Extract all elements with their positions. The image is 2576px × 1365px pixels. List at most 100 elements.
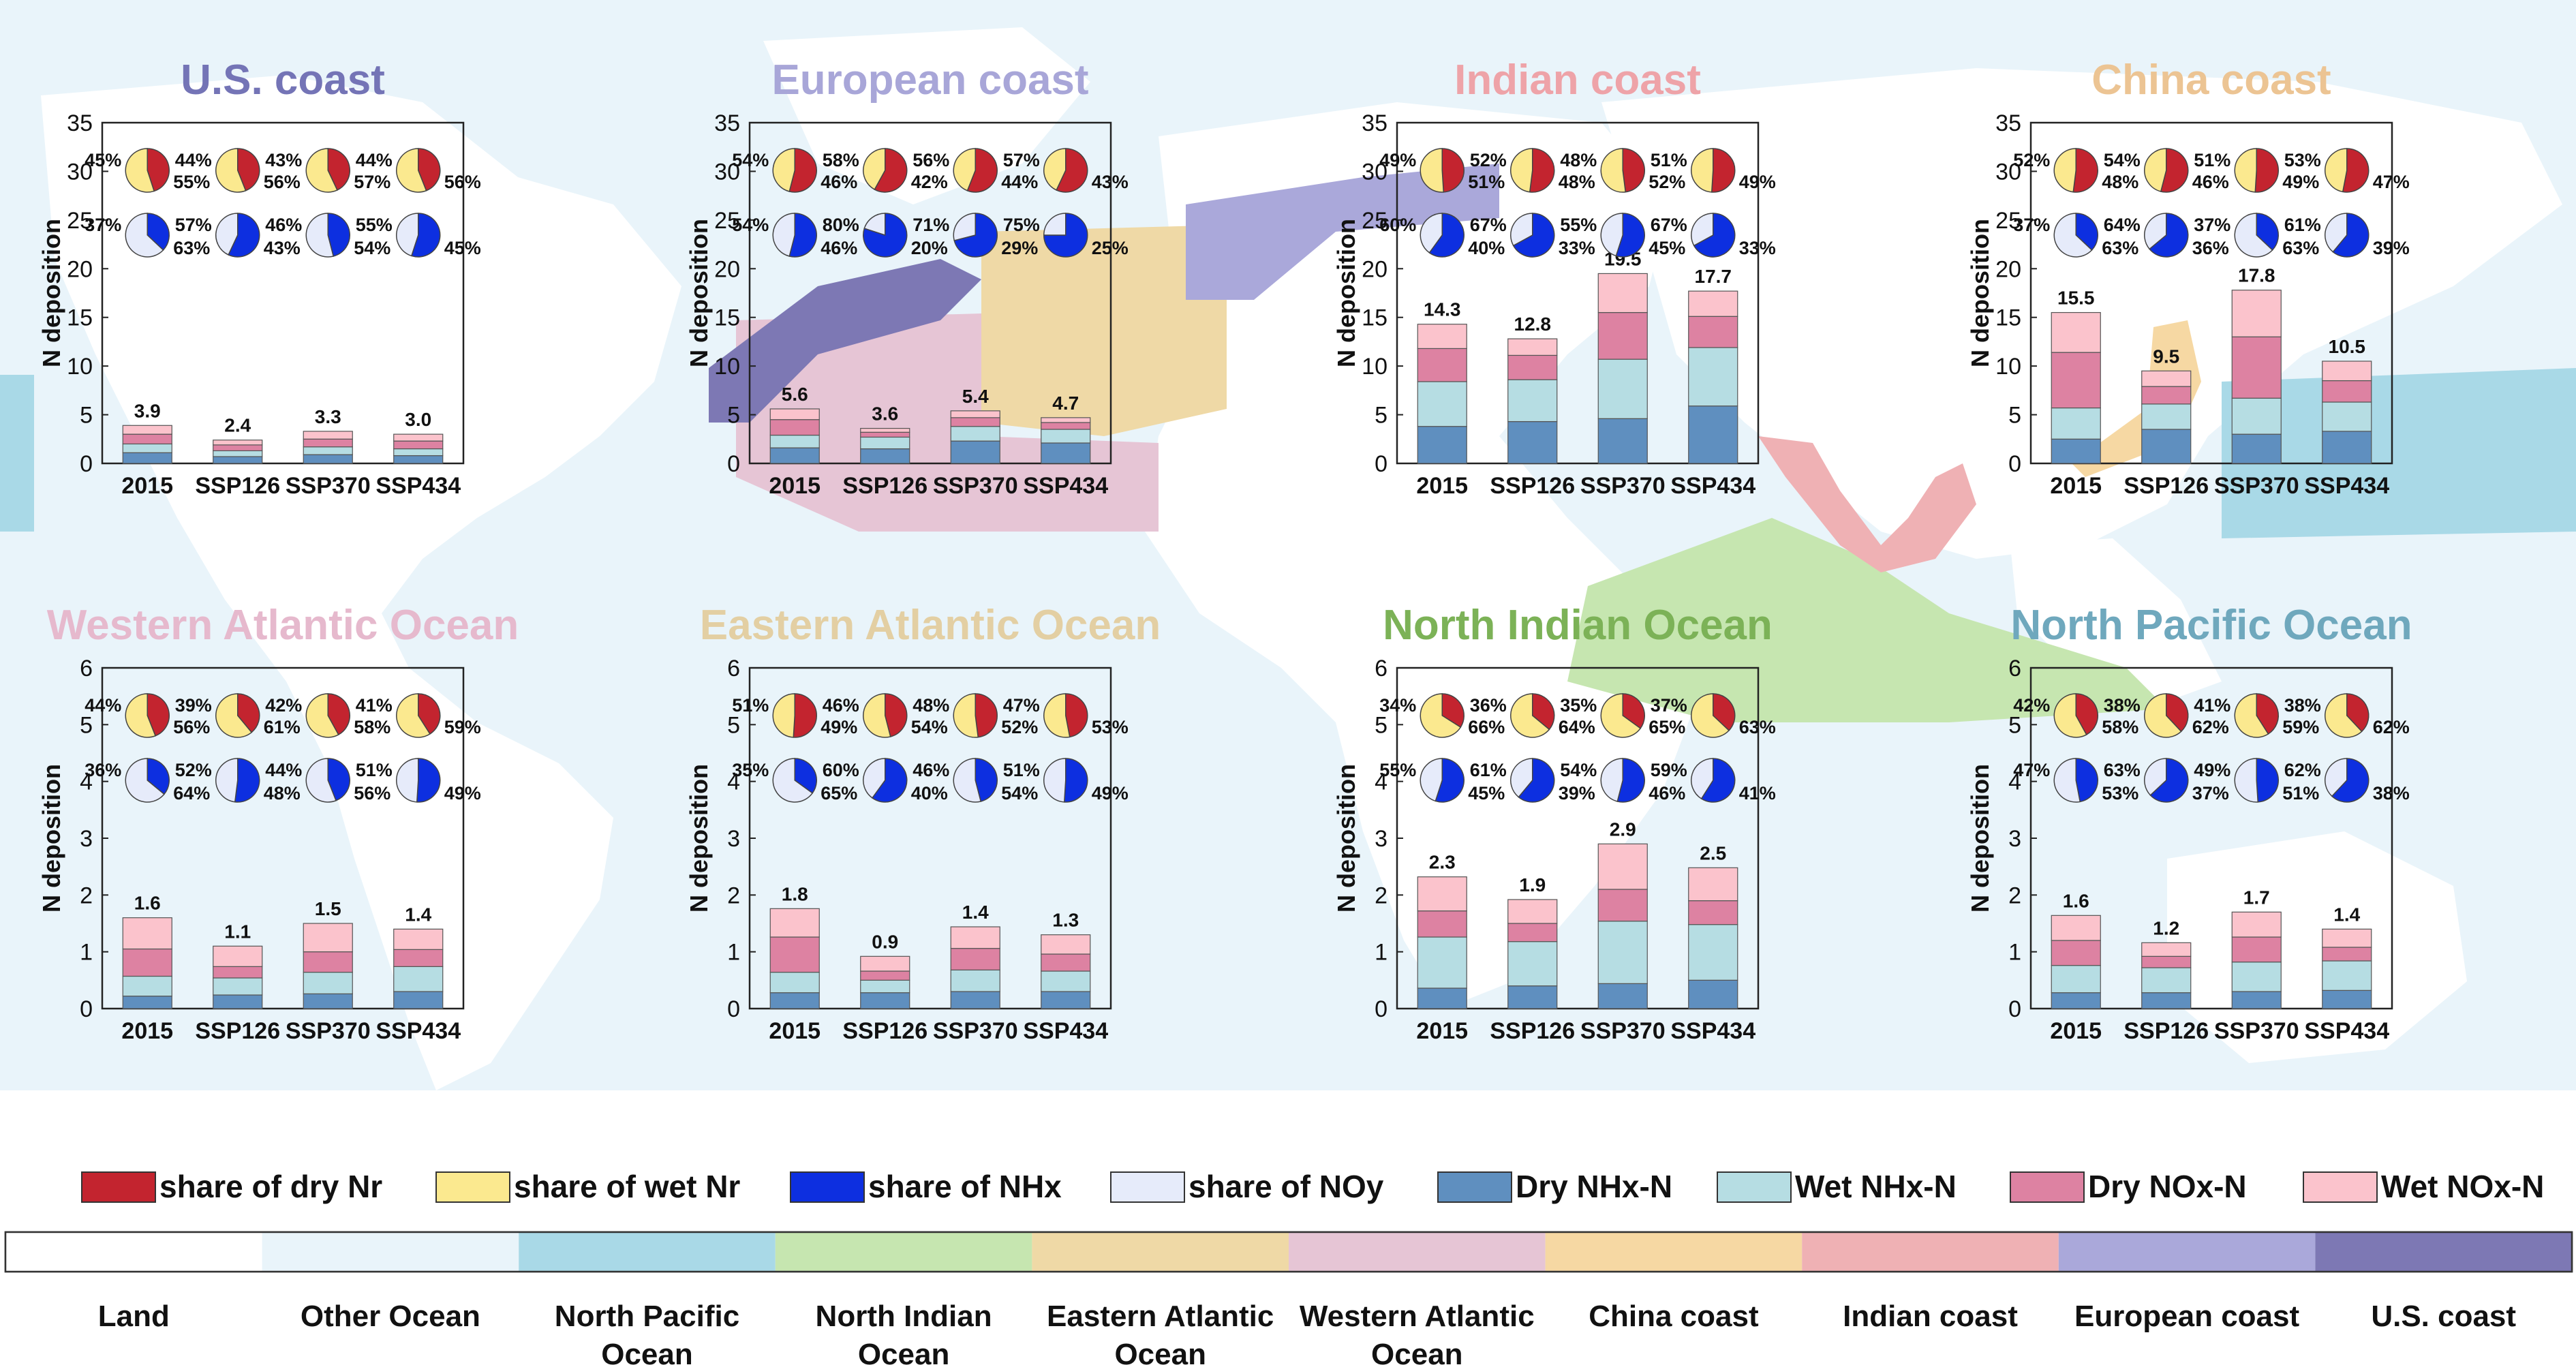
pie-wet-label: 48%: [1559, 172, 1595, 192]
x-tick-label: SSP126: [1490, 473, 1575, 499]
legend-label: Dry NHx-N: [1516, 1169, 1672, 1204]
x-tick-label: 2015: [2050, 1018, 2102, 1044]
pie-slice-wet: [1043, 148, 1067, 191]
bar-total-label: 3.0: [405, 409, 431, 430]
region-key-label: Land: [98, 1300, 170, 1333]
pie-slice-nhx: [1428, 213, 1465, 258]
x-tick-label: SSP126: [842, 473, 927, 499]
pie-wet-label: 61%: [264, 717, 301, 737]
legend-label: Dry NOx-N: [2088, 1169, 2247, 1204]
region-key-label-line: North Pacific: [555, 1300, 739, 1333]
bar-wet-nox-n-ssp434: [393, 928, 444, 950]
pie-noy-label: 33%: [1739, 238, 1776, 258]
bar-wet-nox-n-ssp434: [1041, 417, 1091, 423]
x-tick-label: SSP126: [842, 1018, 927, 1044]
pie-slice-noy: [2325, 758, 2348, 797]
pie-dry-label: 41%: [2194, 695, 2230, 716]
pie-slice-dry: [966, 148, 998, 193]
bar-dry-nox-n-2015: [122, 948, 172, 977]
panel-title: North Pacific Ocean: [2010, 602, 2412, 649]
plot-frame: [748, 121, 1112, 465]
y-axis-label: N deposition: [37, 219, 65, 367]
pie-nhx-noy-2015: 60% 40%: [1379, 213, 1505, 258]
pie-slice-wet: [2234, 693, 2269, 738]
bar-dry-nhx-n-2015: [769, 992, 820, 1009]
bar-dry-nox-n-ssp370: [950, 417, 1000, 427]
legend-label: share of wet Nr: [514, 1169, 740, 1204]
pie-slice-dry: [1711, 148, 1736, 193]
pie-noy-label: 48%: [264, 783, 301, 803]
legend: share of dry Nr share of wet Nr share of N…: [81, 1169, 2544, 1204]
bar-total-label: 5.4: [962, 386, 989, 407]
pie-dry-wet-ssp434: 37% 63%: [1651, 693, 1776, 738]
y-tick-label: 0: [80, 996, 93, 1022]
pie-dry-label: 41%: [356, 695, 393, 716]
pie-slice-dry: [1065, 693, 1088, 738]
y-tick-label: 6: [80, 656, 93, 681]
region-key-label: Other Ocean: [301, 1300, 480, 1333]
bar-total-label: 17.8: [2238, 265, 2275, 286]
pie-wet-label: 49%: [821, 717, 857, 737]
region-key-item-european-coast: European coast: [2058, 1232, 2316, 1333]
pie-wet-label: 53%: [1092, 717, 1129, 737]
pie-slice-wet: [1691, 148, 1714, 193]
pie-slice-nhx: [1063, 758, 1088, 803]
pie-noy-label: 38%: [2373, 783, 2410, 803]
bar-dry-nhx-n-ssp370: [1597, 418, 1648, 464]
region-north-indian: [1567, 518, 2167, 722]
pie-slice-nhx: [228, 213, 260, 258]
pie-dry-wet-ssp370: 35% 65%: [1560, 693, 1685, 738]
y-tick-label: 30: [1362, 159, 1387, 185]
bar-dry-nox-n-2015: [2051, 940, 2101, 966]
pie-slice-noy: [1509, 758, 1533, 798]
region-key-swatch: [2315, 1232, 2572, 1272]
pie-nhx-noy-ssp434: 55% 45%: [356, 213, 481, 258]
bar-dry-nox-n-ssp126: [1507, 354, 1558, 380]
bar-wet-nhx-n-ssp370: [2231, 397, 2282, 435]
pie-noy-label: 63%: [173, 238, 210, 258]
bar-wet-nox-n-2015: [769, 908, 820, 938]
bar-dry-nhx-n-ssp126: [213, 994, 263, 1009]
region-key-swatch: [1802, 1232, 2059, 1272]
region-us-coast: [709, 259, 981, 423]
pie-nhx-noy-ssp370: 49% 51%: [2194, 758, 2319, 803]
pie-noy-label: 53%: [2102, 783, 2138, 803]
pie-slice-wet: [396, 693, 431, 738]
x-tick-label: SSP126: [1490, 1018, 1575, 1044]
pie-slice-dry: [788, 148, 817, 193]
pie-nhx-noy-ssp434: 51% 49%: [356, 758, 481, 803]
pie-nhx-noy-2015: 47% 53%: [2013, 758, 2138, 803]
region-key-border: [4, 1231, 2573, 1273]
pie-slice-nhx: [2331, 758, 2370, 803]
pie-noy-label: 51%: [2282, 783, 2319, 803]
pie-dry-wet-ssp434: 57% 43%: [1003, 148, 1129, 193]
bar-dry-nox-n-ssp126: [860, 431, 910, 438]
pie-dry-label: 57%: [1003, 150, 1040, 170]
y-axis-label: N deposition: [1332, 764, 1360, 912]
pie-nhx-label: 61%: [2284, 215, 2321, 235]
region-key-item-western-atlantic-ocean: Western Atlantic Ocean: [1289, 1232, 1546, 1365]
bar-dry-nox-n-ssp434: [1041, 422, 1091, 430]
pie-wet-label: 59%: [2282, 717, 2319, 737]
pie-slice-dry: [1622, 148, 1645, 193]
pie-slice-dry: [885, 693, 908, 737]
pie-dry-label: 36%: [1470, 695, 1507, 716]
pie-slice-noy: [1691, 213, 1714, 247]
x-tick-label: SSP126: [2123, 473, 2209, 499]
pie-dry-label: 53%: [2284, 150, 2321, 170]
pie-slice-noy: [863, 758, 886, 799]
pie-noy-label: 33%: [1559, 238, 1595, 258]
land-americas: [41, 75, 681, 1090]
bar-dry-nhx-n-ssp126: [1507, 985, 1558, 1009]
x-tick-label: SSP370: [286, 1018, 371, 1044]
pie-slice-noy: [396, 213, 419, 257]
pie-nhx-label: 49%: [2194, 760, 2230, 780]
pie-noy-label: 41%: [1739, 783, 1776, 803]
y-tick-label: 5: [2008, 712, 2021, 738]
bar-dry-nox-n-ssp126: [2141, 386, 2192, 405]
pie-nhx-noy-ssp434: 67% 33%: [1651, 213, 1776, 258]
x-tick-label: SSP434: [1023, 473, 1108, 499]
pie-slice-wet: [2325, 148, 2348, 193]
legend-swatch: [790, 1171, 865, 1203]
